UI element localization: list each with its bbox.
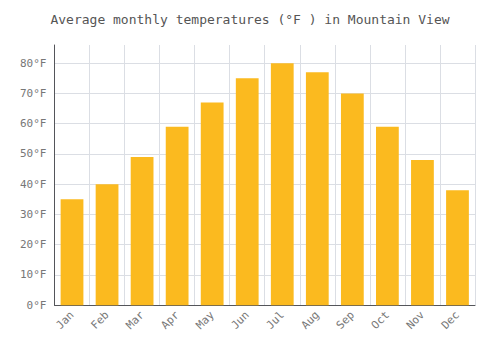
svg-text:Sep: Sep <box>334 309 357 332</box>
svg-text:Jan: Jan <box>53 309 76 332</box>
svg-text:Apr: Apr <box>159 308 182 331</box>
svg-text:Jun: Jun <box>229 309 252 332</box>
svg-text:80°F: 80°F <box>20 57 47 70</box>
svg-text:Oct: Oct <box>369 309 392 332</box>
svg-text:60°F: 60°F <box>20 117 47 130</box>
svg-text:Mar: Mar <box>123 308 146 331</box>
svg-text:Average monthly temperatures (: Average monthly temperatures (°F ) in Mo… <box>50 12 449 27</box>
svg-text:Nov: Nov <box>404 308 427 331</box>
svg-text:Jul: Jul <box>264 309 287 332</box>
svg-text:Aug: Aug <box>299 309 322 332</box>
svg-text:Feb: Feb <box>88 309 111 332</box>
svg-text:May: May <box>194 308 217 331</box>
svg-text:Dec: Dec <box>439 309 462 332</box>
svg-text:0°F: 0°F <box>27 299 47 312</box>
svg-text:70°F: 70°F <box>20 87 47 100</box>
svg-text:40°F: 40°F <box>20 178 47 191</box>
svg-text:10°F: 10°F <box>20 268 47 281</box>
svg-text:50°F: 50°F <box>20 147 47 160</box>
svg-text:30°F: 30°F <box>20 208 47 221</box>
svg-text:20°F: 20°F <box>20 238 47 251</box>
